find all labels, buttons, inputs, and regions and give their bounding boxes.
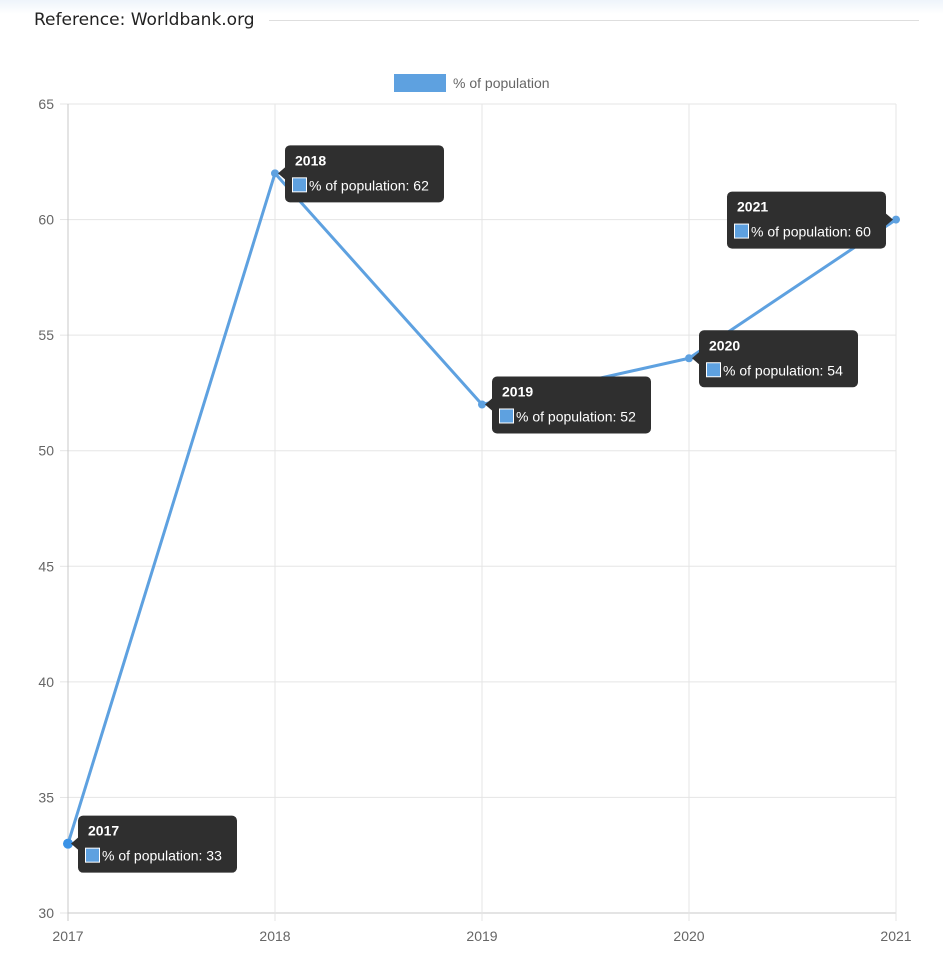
y-tick-label: 40 [38,674,54,690]
tooltip-value: % of population: 60 [751,224,871,240]
tooltip-caret [692,352,699,365]
tooltip-box [78,815,237,873]
data-point[interactable] [478,400,486,409]
tooltip-swatch [499,408,514,424]
tooltip: 2018 % of population: 62 [278,145,444,203]
tooltip-value: % of population: 52 [516,408,636,424]
tooltip-value: % of population: 62 [309,177,429,193]
tooltip-title: 2019 [502,383,533,399]
tooltip-caret [278,167,285,180]
tooltip-box [285,145,444,203]
y-tick-label: 50 [38,443,54,459]
legend-swatch [394,74,446,92]
chart-tooltips: 2017 % of population: 33 2018 % of populati… [71,145,893,873]
chart-axes: 30 35 40 45 50 55 60 65 2017 2018 2019 2020 2021 [38,96,911,944]
tooltip-box [727,191,886,249]
y-tick-label: 65 [38,96,54,112]
tooltip: 2017 % of population: 33 [71,815,237,873]
y-tick-label: 30 [38,905,54,921]
reference-title: Reference: Worldbank.org [34,10,255,30]
tooltip-box [492,376,651,434]
chart-legend[interactable]: % of population [394,74,550,92]
data-point[interactable] [63,838,73,849]
x-tick-label: 2017 [52,928,83,944]
tooltip: 2019 % of population: 52 [485,376,651,434]
header-divider [268,19,919,21]
tooltip-title: 2017 [88,823,119,839]
tooltip: 2021 % of population: 60 [727,191,893,249]
tooltip-title: 2021 [737,199,768,215]
y-tick-label: 45 [38,558,54,574]
tooltip-swatch [292,177,307,193]
x-tick-label: 2019 [466,928,497,944]
y-tick-label: 35 [38,789,54,805]
tooltip-title: 2018 [295,152,326,168]
tooltip-title: 2020 [709,337,740,353]
legend-label: % of population [453,75,550,91]
tooltip-box [699,330,858,388]
data-point[interactable] [685,354,693,363]
tooltip-swatch [734,223,749,239]
chart-grid [60,103,897,921]
data-point[interactable] [892,215,900,224]
tooltip-caret [886,213,893,226]
tooltip-swatch [85,847,100,863]
data-point[interactable] [271,169,279,178]
tooltip-swatch [706,362,721,378]
x-tick-label: 2018 [259,928,290,944]
reference-header: Reference: Worldbank.org [34,7,919,33]
y-tick-label: 60 [38,212,54,228]
tooltip-caret [485,398,492,411]
x-tick-label: 2021 [880,928,911,944]
top-fade [0,0,943,14]
tooltip-value: % of population: 33 [102,848,222,864]
y-tick-label: 55 [38,327,54,343]
chart-points [63,169,900,849]
tooltip: 2020 % of population: 54 [692,330,858,388]
tooltip-caret [71,837,78,850]
tooltip-value: % of population: 54 [723,362,843,378]
x-tick-label: 2020 [673,928,704,944]
